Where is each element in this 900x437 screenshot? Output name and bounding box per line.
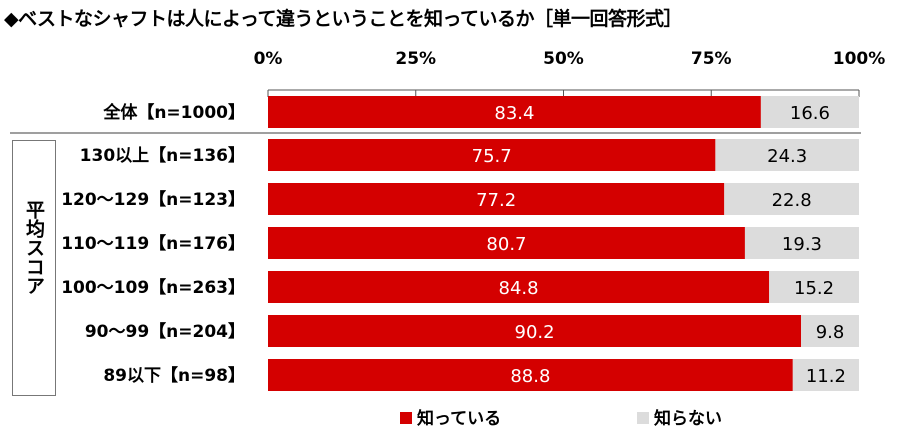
group-box bbox=[12, 140, 56, 396]
x-tick-label: 25% bbox=[395, 49, 436, 69]
data-label: 22.8 bbox=[772, 190, 812, 211]
data-label: 88.8 bbox=[510, 366, 550, 387]
data-label: 15.2 bbox=[794, 278, 834, 299]
data-label: 9.8 bbox=[816, 322, 845, 343]
bar-dont-know bbox=[801, 315, 859, 347]
data-label: 84.8 bbox=[499, 278, 539, 299]
data-label: 19.3 bbox=[782, 234, 822, 255]
legend-label: 知らない bbox=[653, 408, 722, 429]
bar-know bbox=[268, 183, 725, 215]
category-label: 120～129【n=123】 bbox=[61, 189, 245, 210]
legend-swatch bbox=[400, 412, 412, 424]
data-label: 90.2 bbox=[515, 322, 555, 343]
data-label: 77.2 bbox=[476, 190, 516, 211]
x-tick-label: 50% bbox=[543, 49, 584, 69]
group-label: 平均スコア bbox=[23, 200, 45, 295]
bar-know bbox=[268, 139, 716, 171]
category-label: 100～109【n=263】 bbox=[61, 277, 245, 298]
bar-dont-know bbox=[769, 271, 859, 303]
legend-label: 知っている bbox=[416, 408, 501, 429]
chart-title: ◆ベストなシャフトは人によって違うということを知っているか［単一回答形式］ bbox=[4, 8, 683, 30]
category-label: 90～99【n=204】 bbox=[85, 321, 245, 342]
data-label: 75.7 bbox=[472, 146, 512, 167]
bar-dont-know bbox=[760, 96, 859, 128]
x-tick-label: 0% bbox=[254, 49, 283, 69]
category-label: 89以下【n=98】 bbox=[103, 365, 245, 386]
x-tick-label: 100% bbox=[833, 49, 886, 69]
category-label: 130以上【n=136】 bbox=[80, 145, 245, 166]
data-label: 24.3 bbox=[767, 146, 807, 167]
legend-swatch bbox=[637, 412, 649, 424]
data-label: 83.4 bbox=[494, 103, 534, 124]
category-label: 全体【n=1000】 bbox=[102, 102, 245, 123]
category-label: 110～119【n=176】 bbox=[61, 233, 245, 254]
bar-dont-know bbox=[744, 227, 859, 259]
bar-dont-know bbox=[715, 139, 859, 171]
x-tick-label: 75% bbox=[691, 49, 732, 69]
data-label: 16.6 bbox=[790, 103, 830, 124]
bar-know bbox=[268, 271, 770, 303]
bar-dont-know bbox=[724, 183, 859, 215]
data-label: 11.2 bbox=[806, 366, 846, 387]
bar-know bbox=[268, 315, 802, 347]
bar-know bbox=[268, 227, 745, 259]
bar-know bbox=[268, 96, 761, 128]
bar-know bbox=[268, 359, 793, 391]
bar-dont-know bbox=[792, 359, 859, 391]
data-label: 80.7 bbox=[486, 234, 526, 255]
